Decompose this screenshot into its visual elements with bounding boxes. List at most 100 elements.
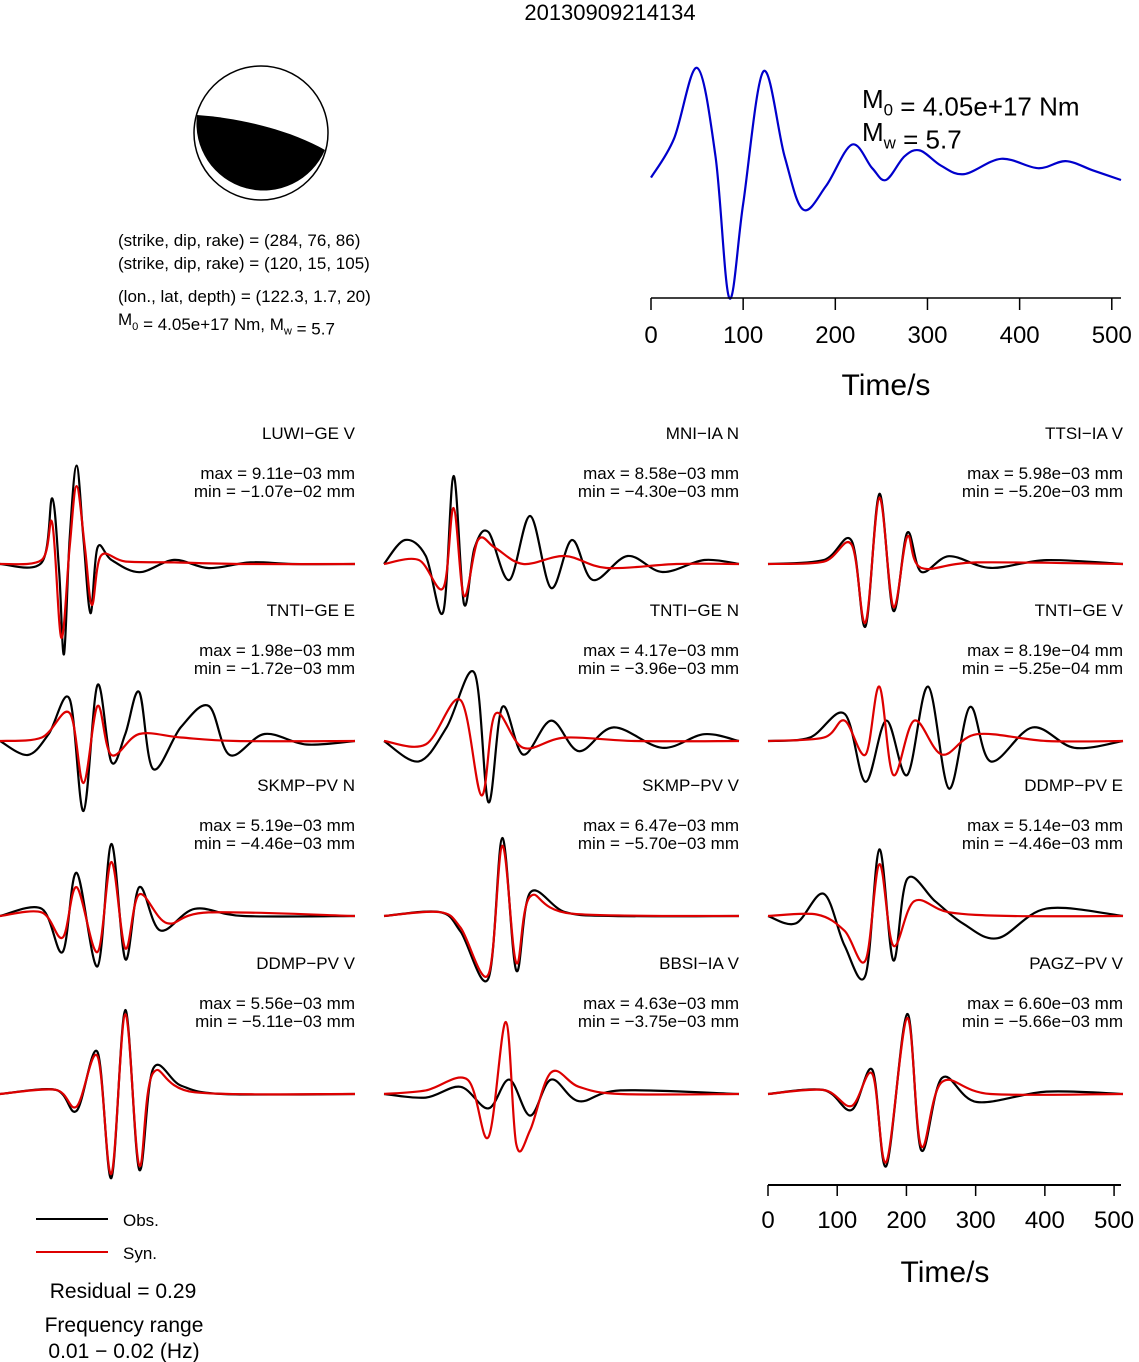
freq-label: Frequency range: [45, 1314, 204, 1337]
waveform-tick-label: 100: [817, 1207, 857, 1234]
station-label: SKMP−PV N: [257, 776, 355, 795]
station-max: max = 8.19e−04 mm: [967, 641, 1123, 660]
station-label: LUWI−GE V: [262, 424, 356, 443]
syn-trace: [767, 685, 1124, 777]
station-max: max = 4.17e−03 mm: [583, 641, 739, 660]
station-min: min = −5.66e−03 mm: [962, 1012, 1123, 1031]
mechanism-plane1: (strike, dip, rake) = (284, 76, 86): [118, 231, 360, 250]
station-label: TNTI−GE N: [650, 601, 739, 620]
station-min: min = −1.72e−03 mm: [194, 659, 355, 678]
station-label: TNTI−GE V: [1035, 601, 1124, 620]
station-max: max = 5.56e−03 mm: [199, 994, 355, 1013]
waveform-tick-label: 400: [1025, 1207, 1065, 1234]
syn-trace: [0, 704, 356, 785]
waveform-tick-label: 0: [761, 1207, 774, 1234]
obs-trace: [767, 685, 1124, 790]
station-min: min = −1.07e−02 mm: [194, 482, 355, 501]
station-label: TNTI−GE E: [267, 601, 355, 620]
syn-trace: [767, 496, 1124, 624]
legend-obs-label: Obs.: [123, 1211, 159, 1230]
obs-trace: [0, 1008, 356, 1180]
beachball-icon: [193, 65, 329, 201]
stf-mw-text: Mw = 5.7: [862, 117, 962, 154]
stf-tick-label: 0: [644, 322, 657, 349]
stf-tick-label: 100: [723, 322, 763, 349]
station-min: min = −4.46e−03 mm: [962, 834, 1123, 853]
mechanism-moment: M0 = 4.05e+17 Nm, Mw = 5.7: [118, 310, 335, 339]
station-label: PAGZ−PV V: [1029, 954, 1123, 973]
syn-trace: [383, 506, 740, 598]
station-min: min = −5.20e−03 mm: [962, 482, 1123, 501]
station-min: min = −3.75e−03 mm: [578, 1012, 739, 1031]
syn-trace: [0, 1013, 356, 1175]
stf-xlabel: Time/s: [842, 369, 931, 402]
syn-trace: [383, 1020, 740, 1153]
obs-trace: [767, 492, 1124, 628]
mechanism-location: (lon., lat, depth) = (122.3, 1.7, 20): [118, 287, 371, 306]
stf-tick-label: 400: [1000, 322, 1040, 349]
waveform-tick-label: 300: [956, 1207, 996, 1234]
station-max: max = 8.58e−03 mm: [583, 464, 739, 483]
freq-value: 0.01 − 0.02 (Hz): [48, 1340, 199, 1362]
obs-trace: [767, 848, 1124, 981]
station-label: MNI−IA N: [666, 424, 739, 443]
residual-text: Residual = 0.29: [50, 1280, 197, 1303]
obs-trace: [383, 669, 740, 804]
station-max: max = 9.11e−03 mm: [200, 464, 355, 483]
figure-title: 20130909214134: [524, 0, 695, 25]
waveform-xlabel: Time/s: [901, 1256, 990, 1289]
station-min: min = −4.46e−03 mm: [194, 834, 355, 853]
stf-panel: 0 100 200 300 400 500: [644, 66, 1132, 349]
station-max: max = 5.98e−03 mm: [967, 464, 1123, 483]
station-max: max = 4.63e−03 mm: [583, 994, 739, 1013]
syn-trace: [0, 484, 356, 639]
syn-trace: [767, 863, 1124, 964]
station-label: SKMP−PV V: [642, 776, 740, 795]
waveform-axis: 0 100 200 300 400 500: [761, 1184, 1134, 1234]
station-label: BBSI−IA V: [659, 954, 740, 973]
obs-trace: [0, 464, 356, 656]
syn-trace: [767, 1016, 1124, 1164]
stf-tick-label: 500: [1092, 322, 1132, 349]
waveform-tick-label: 200: [886, 1207, 926, 1234]
stf-tick-label: 300: [907, 322, 947, 349]
station-max: max = 1.98e−03 mm: [199, 641, 355, 660]
station-max: max = 6.47e−03 mm: [583, 816, 739, 835]
station-min: min = −5.11e−03 mm: [195, 1012, 355, 1031]
obs-trace: [0, 842, 356, 968]
syn-trace: [383, 698, 740, 797]
mechanism-plane2: (strike, dip, rake) = (120, 15, 105): [118, 254, 370, 273]
station-min: min = −4.30e−03 mm: [578, 482, 739, 501]
legend-syn-label: Syn.: [123, 1244, 157, 1263]
station-label: DDMP−PV V: [256, 954, 355, 973]
station-label: TTSI−IA V: [1045, 424, 1124, 443]
station-min: min = −5.25e−04 mm: [962, 659, 1123, 678]
station-max: max = 5.19e−03 mm: [199, 816, 355, 835]
stf-m0-text: M0 = 4.05e+17 Nm: [862, 84, 1080, 121]
station-max: max = 6.60e−03 mm: [967, 994, 1123, 1013]
station-label: DDMP−PV E: [1024, 776, 1123, 795]
obs-trace: [767, 1012, 1124, 1168]
syn-trace: [383, 844, 740, 978]
station-min: min = −5.70e−03 mm: [578, 834, 739, 853]
station-min: min = −3.96e−03 mm: [578, 659, 739, 678]
obs-trace: [383, 1078, 740, 1117]
waveform-tick-label: 500: [1094, 1207, 1134, 1234]
stf-tick-label: 200: [815, 322, 855, 349]
obs-trace: [0, 683, 356, 813]
stf-line: [650, 66, 1122, 300]
